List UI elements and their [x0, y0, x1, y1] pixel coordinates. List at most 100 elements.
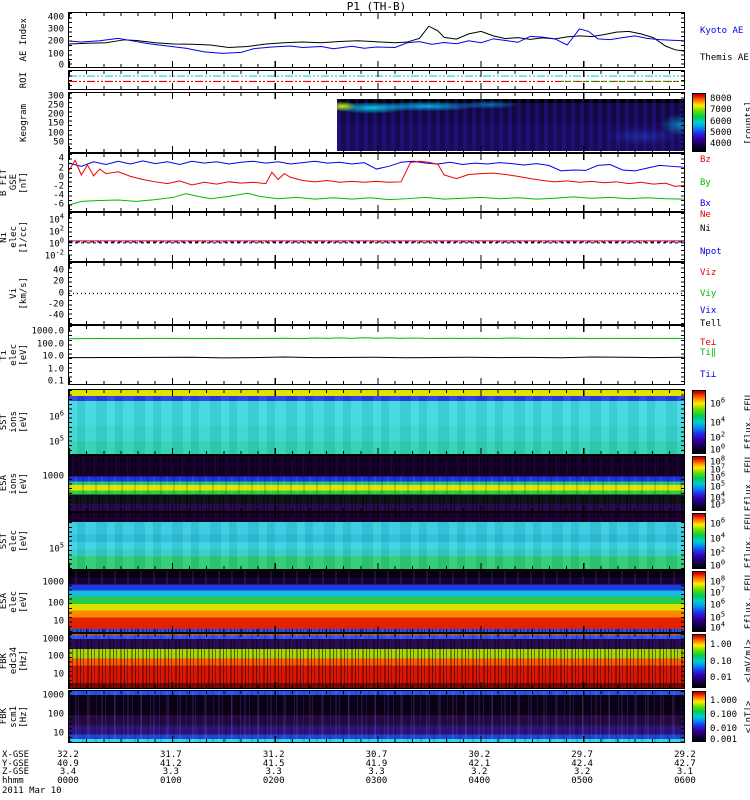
ytick-label: 102: [48, 224, 64, 238]
axis-value: 0100: [159, 775, 182, 786]
ytick-label: 1000: [42, 471, 64, 482]
ylabel-line: Vi: [9, 288, 19, 299]
axis-value: 32.2: [57, 750, 79, 760]
axis-row-Z-GSE: Z-GSE 3.4 3.3 3.3 3.3 3.2 3.2 3.1: [0, 768, 750, 777]
tick-marks: [69, 13, 684, 19]
colorbar-tick: 103: [710, 497, 726, 511]
legend-Viz: Viz: [700, 267, 717, 278]
series-Ti-par: [69, 357, 684, 358]
axis-value: 3.3: [368, 767, 385, 778]
colorbar-tick: 104: [710, 490, 726, 504]
colorbar-tick: 105: [710, 610, 726, 624]
tick-marks: [69, 93, 684, 99]
colorbar-unit: Eflux, EFU: [744, 394, 750, 450]
panel-fbk-edc34: 1000 100 10 FBK edc34 [Hz] 1.00 0.10 0.01 <|mV/m|…: [0, 633, 750, 689]
axis-value: 3.3: [162, 767, 179, 778]
legend-Viy: Viy: [700, 289, 717, 300]
colorbar-sst-elec: [692, 513, 706, 569]
tick-marks: [69, 626, 684, 632]
ytick-label: 20: [53, 276, 64, 287]
tick-marks: [69, 326, 73, 384]
ylabel-line: scm1: [9, 705, 19, 728]
tick-marks: [69, 448, 684, 454]
tick-marks: [680, 13, 684, 67]
axis-value: 42.1: [468, 758, 491, 769]
sst-elec-texture: [69, 521, 684, 569]
tick-marks: [69, 146, 684, 152]
axis-value: 42.4: [571, 758, 593, 769]
ytick-label: -20: [47, 299, 64, 310]
axis-value: 3.3: [265, 767, 282, 778]
tick-marks: [69, 513, 684, 519]
legend-Bx: Bx: [700, 199, 711, 210]
legend-Te-: Te⊥: [700, 338, 717, 349]
ylabel-line: Keogram: [19, 103, 29, 142]
ytick-label: 150: [47, 118, 64, 129]
panel-esa-ions: 1000 ESA ions [eV] 108 107 106 105 104 103 Eflux, …: [0, 454, 750, 512]
colorbar-tick: 1.000: [710, 695, 738, 706]
ylabel-vi: Vi [km/s]: [9, 263, 29, 324]
axis-value: 3.1: [676, 767, 694, 778]
series-Bx: [69, 193, 684, 205]
ytick-label: 250: [47, 100, 64, 111]
panel-b-fit: 4 2 0 -2 -4 -6 B FIT GSE [nT] Bz By Bx: [0, 153, 711, 212]
ytick-label: 10: [53, 616, 64, 627]
ytick-label: -6: [53, 199, 64, 210]
legend-Kyoto-AE: Kyoto AE: [700, 25, 744, 36]
axis-row-X-GSE: X-GSE 32.2 31.7 31.2 30.7 30.2 29.7 29.2: [0, 751, 750, 760]
axis-value: 3.4: [59, 767, 77, 778]
series-Themis-AE: [69, 26, 684, 51]
tick-marks: [69, 691, 684, 697]
ytick-label: 4: [58, 153, 64, 164]
axis-value: 0600: [674, 775, 696, 786]
colorbar-tick: 106: [710, 516, 726, 530]
legend-Themis-AE: Themis AE: [700, 52, 749, 63]
tick-marks: [680, 263, 684, 324]
b-fit-plot: [69, 154, 684, 211]
series-Bz: [69, 161, 684, 171]
ytick-label: 100: [47, 128, 64, 139]
tick-marks: [69, 634, 684, 640]
ytick-label: 100: [47, 651, 64, 662]
colorbar-tick: 7000: [710, 105, 732, 116]
tick-marks: [69, 83, 684, 89]
ytick-label: 0.1: [47, 376, 64, 387]
tick-marks: [69, 61, 684, 67]
ylabel-esa-elec: ESA elec [eV]: [0, 571, 29, 632]
axis-value: 3.2: [574, 767, 591, 778]
tick-marks: [69, 213, 73, 261]
ytick-label: 100.0: [36, 339, 64, 350]
ytick-label: 400: [47, 12, 64, 23]
fbk-scm1-texture: [69, 691, 684, 742]
ylabel-keogram: Keogram: [19, 93, 29, 152]
ylabel-ni: Ni elec [1/cc]: [0, 213, 29, 261]
tick-marks: [69, 13, 73, 67]
colorbar-esa-ions: [692, 456, 706, 511]
tick-marks: [69, 571, 73, 632]
ylabel-line: elec: [9, 344, 19, 366]
colorbar-tick: 8000: [710, 93, 732, 104]
colorbar-tick: 102: [710, 545, 726, 559]
ylabel-line: elec: [9, 590, 19, 613]
colorbar-tick: 104: [710, 620, 726, 634]
ylabel-line: [Hz]: [19, 650, 29, 672]
axis-value: 30.2: [468, 750, 491, 760]
ylabel-ti: Ti elec [eV]: [0, 326, 29, 384]
tick-marks: [69, 378, 684, 384]
legend-Bz: Bz: [700, 154, 711, 165]
ytick-label: 40: [53, 265, 64, 276]
tick-marks: [69, 263, 73, 324]
colorbar-unit: Eflux, EFU: [744, 574, 750, 629]
axis-value: 42.7: [674, 758, 696, 769]
ytick-label: 2: [58, 163, 64, 174]
tick-marks: [69, 736, 684, 742]
colorbar-unit: <|mV/m|>: [744, 639, 750, 683]
tick-marks: [69, 682, 684, 688]
ylabel-line: FBK: [0, 708, 9, 725]
colorbar-tick: 108: [710, 454, 726, 468]
ytick-label: 10.0: [42, 351, 64, 362]
axis-value: 31.7: [159, 750, 182, 760]
colorbar-tick: 0.01: [710, 673, 732, 684]
axis-value: 30.7: [365, 750, 388, 760]
colorbar-fbk-scm1: [692, 691, 706, 742]
